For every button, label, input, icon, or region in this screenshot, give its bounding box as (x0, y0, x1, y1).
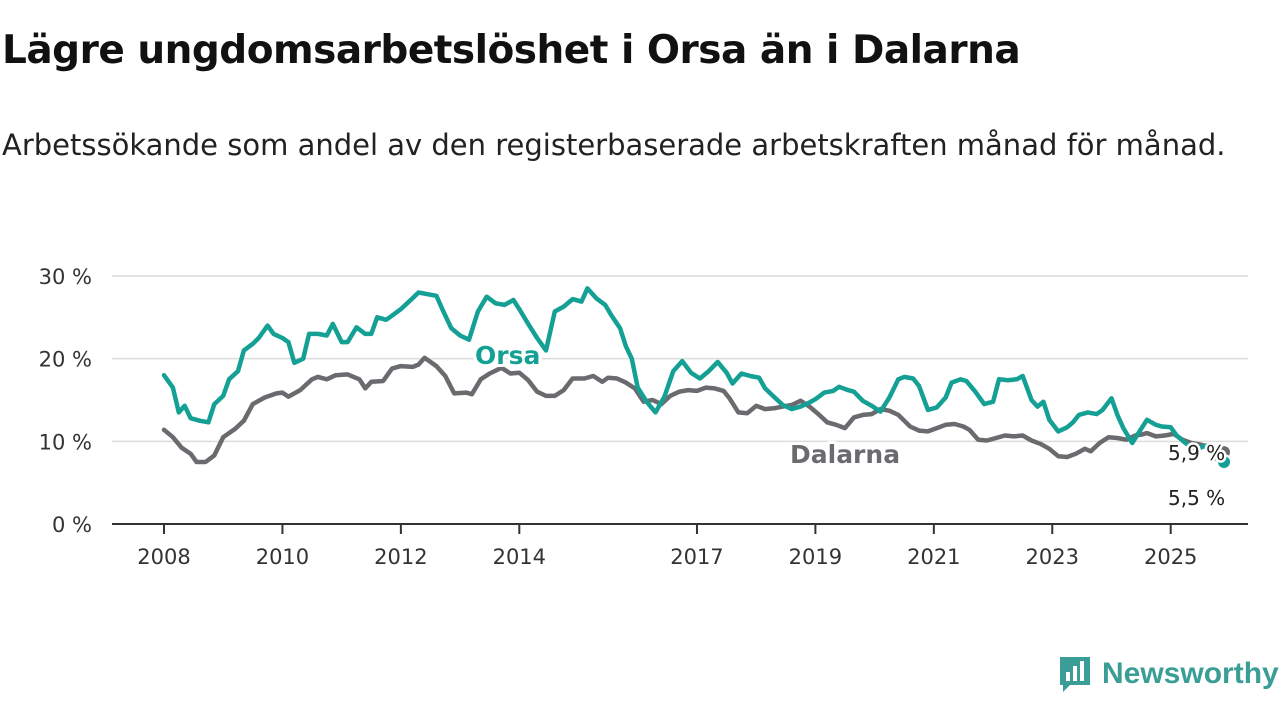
x-tick-label: 2019 (789, 545, 842, 569)
brand-name: Newsworthy (1102, 657, 1279, 690)
series-labels: Orsa Dalarna 5,9 % 5,5 % (472, 338, 1228, 513)
y-tick-label: 30 % (39, 265, 92, 289)
series-label-orsa: Orsa (475, 341, 540, 370)
axes: 0 % 10 % 20 % 30 % 2008 2010 2012 2014 2017 2019 2… (39, 265, 1248, 569)
x-tick-label: 2008 (137, 545, 190, 569)
series-line-dalarna (161, 355, 1227, 465)
x-tick-label: 2010 (256, 545, 309, 569)
y-tick-label: 10 % (39, 430, 92, 454)
x-tick-label: 2017 (670, 545, 723, 569)
chart-title: Lägre ungdomsarbetslöshet i Orsa än i Da… (2, 28, 1021, 73)
x-tick-label: 2025 (1144, 545, 1197, 569)
x-tick-label: 2023 (1026, 545, 1079, 569)
series-line-orsa (161, 286, 1227, 465)
x-tick-label: 2021 (907, 545, 960, 569)
end-value-label-dalarna: 5,9 % (1168, 441, 1225, 465)
x-tick-label: 2012 (374, 545, 427, 569)
series-lines (161, 286, 1232, 470)
bar-chart-logo-icon (1060, 657, 1090, 692)
chart-subtitle: Arbetssökande som andel av den registerb… (2, 128, 1226, 162)
x-tick-label: 2014 (493, 545, 546, 569)
y-tick-label: 0 % (52, 513, 92, 537)
end-value-label-orsa: 5,5 % (1168, 486, 1225, 510)
series-label-dalarna: Dalarna (790, 440, 900, 469)
newsworthy-logo: Newsworthy (1058, 654, 1279, 694)
series-end-marker-orsa (1216, 454, 1232, 470)
y-tick-label: 20 % (39, 348, 92, 372)
